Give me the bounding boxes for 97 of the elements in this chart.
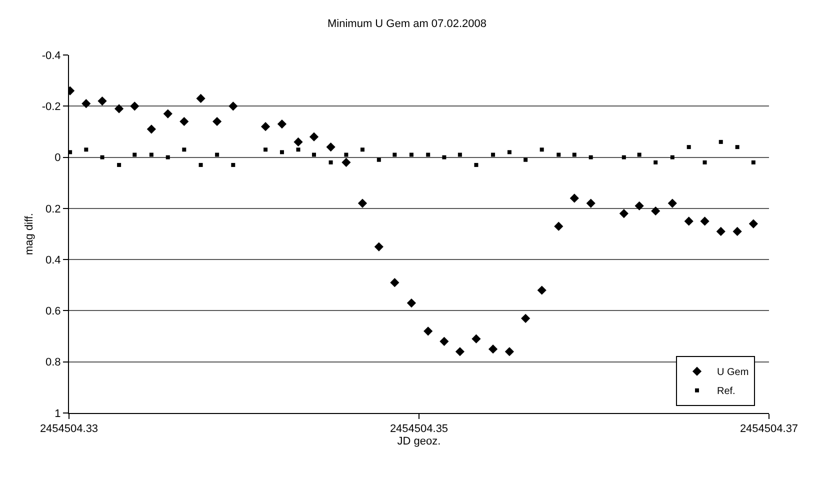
point — [570, 194, 579, 203]
point — [264, 148, 268, 152]
point — [196, 94, 206, 104]
chart-title: Minimum U Gem am 07.02.2008 — [328, 18, 486, 30]
legend-label: Ref. — [717, 386, 736, 398]
point — [344, 152, 348, 157]
point — [735, 145, 740, 150]
x-axis-title: JD geoz. — [397, 435, 441, 448]
point — [326, 142, 336, 152]
point — [182, 148, 186, 152]
point — [212, 116, 222, 126]
point — [440, 336, 449, 346]
point — [328, 160, 333, 164]
point — [358, 198, 368, 208]
point — [488, 344, 498, 354]
point — [670, 155, 674, 160]
point — [390, 278, 400, 288]
point — [455, 347, 464, 356]
point — [100, 155, 104, 160]
point — [228, 102, 238, 111]
point — [409, 152, 414, 157]
point — [163, 109, 172, 118]
point — [634, 201, 644, 210]
point — [521, 314, 530, 323]
point — [296, 148, 300, 152]
point — [69, 150, 72, 154]
point — [215, 152, 220, 157]
point — [392, 152, 397, 157]
point — [360, 148, 364, 152]
point — [751, 160, 756, 164]
y-tick-label: 1 — [54, 408, 61, 420]
point — [654, 160, 658, 164]
point — [540, 148, 544, 152]
point — [524, 158, 528, 162]
point — [277, 119, 287, 129]
point — [619, 208, 628, 218]
y-tick-label: 0 — [54, 152, 61, 164]
point — [426, 152, 430, 157]
point — [732, 226, 742, 236]
point — [342, 158, 351, 167]
legend-label: U Gem — [717, 367, 749, 378]
point — [180, 116, 189, 126]
point — [198, 162, 203, 167]
point — [84, 148, 88, 152]
point — [537, 286, 546, 295]
point — [82, 99, 91, 108]
point — [504, 347, 514, 356]
point — [716, 226, 726, 236]
x-tick-label: 2454504.37 — [740, 423, 798, 436]
point — [472, 334, 481, 344]
x-tick-label: 2454504.35 — [390, 423, 448, 436]
point — [146, 124, 156, 134]
point — [312, 152, 316, 157]
point — [554, 222, 564, 231]
point — [117, 162, 122, 167]
point — [684, 216, 694, 226]
point — [507, 150, 512, 154]
point — [458, 152, 462, 157]
y-tick-label: 0.6 — [46, 306, 61, 318]
point — [376, 158, 381, 162]
point — [132, 152, 137, 157]
point — [374, 242, 384, 252]
y-tick-label: 0.8 — [46, 356, 61, 369]
point — [474, 162, 478, 167]
y-tick-label: -0.2 — [42, 100, 61, 113]
point — [260, 122, 270, 132]
point — [622, 155, 626, 160]
point — [718, 140, 723, 144]
point — [114, 104, 124, 114]
point — [651, 206, 660, 216]
point — [556, 152, 561, 157]
point — [637, 152, 642, 157]
point — [586, 198, 596, 208]
point — [294, 137, 303, 146]
point — [491, 152, 496, 157]
point — [588, 155, 593, 160]
point — [166, 155, 170, 160]
y-tick-label: 0.4 — [46, 254, 61, 266]
x-tick-label: 2454504.33 — [40, 423, 98, 436]
y-axis-title: mag diff. — [23, 213, 36, 255]
point — [700, 216, 710, 226]
point — [442, 155, 446, 160]
point — [406, 298, 416, 308]
point — [98, 96, 107, 106]
point — [668, 198, 677, 208]
point — [280, 150, 284, 154]
point — [748, 219, 758, 228]
point — [686, 145, 691, 150]
y-tick-label: 0.2 — [46, 203, 61, 216]
point — [231, 162, 236, 167]
y-tick-label: -0.4 — [42, 50, 61, 62]
point — [572, 152, 576, 157]
point — [424, 326, 433, 336]
point — [130, 102, 140, 111]
point — [149, 152, 154, 157]
point — [309, 132, 319, 142]
point — [702, 160, 707, 164]
